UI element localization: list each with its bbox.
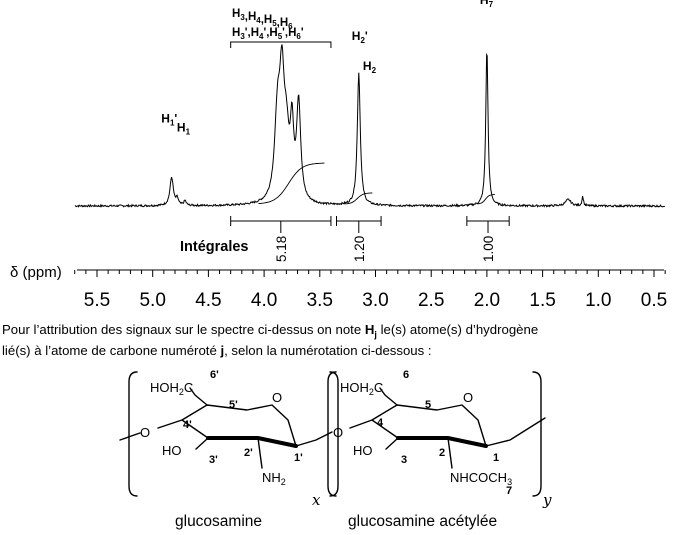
num-2p: 2' [244, 447, 253, 459]
o-ring-right: O [463, 390, 473, 405]
x-tick-label: 1.0 [585, 290, 611, 311]
x-tick-label: 4.0 [251, 290, 277, 311]
caption-hj-symbol: Hj [364, 322, 377, 340]
integrals-title: Intégrales [180, 239, 249, 255]
x-tick-label: 3.5 [307, 290, 333, 311]
num-4: 4 [377, 417, 384, 429]
nhcoch3: NHCOCH3 [450, 470, 512, 487]
integral-value-1: 5.18 [274, 236, 289, 262]
hoh2c-left: HOH2C [150, 380, 193, 397]
chitosan-structure-diagram: O HOH2C 6' 5' O 4' HO 3' 2' 1' NH2 x O H… [119, 369, 552, 509]
peak-label-5: H7 [480, 0, 494, 9]
bracket-left-close [329, 371, 339, 497]
unit-name-glucosamine: glucosamine [175, 513, 263, 530]
ho-left: HO [162, 443, 182, 458]
integral-curve-1 [258, 162, 325, 204]
o-ring-left: O [272, 390, 282, 405]
o-link-left: O [140, 425, 150, 440]
subscript-x: x [312, 491, 321, 509]
caption-hj-subscript: j [374, 329, 377, 340]
ring-front-bond-left [206, 436, 298, 448]
group-label-line2: H3',H4',H5',H6' [232, 27, 304, 41]
integral-curve-2 [344, 192, 373, 205]
num-5: 5 [425, 399, 431, 411]
num-7: 7 [506, 485, 512, 497]
integration-range-1 [230, 216, 332, 233]
num-1: 1 [493, 452, 499, 464]
x-tick-label: 5.0 [139, 290, 165, 311]
nmr-spectrum-chart: 5.18 1.20 1.00 H1'H1 H2' H2 H7 H3,H4,H5,H6H3',H… [10, 0, 667, 311]
group-bracket [230, 41, 332, 48]
nh2-left: NH2 [262, 470, 286, 487]
integral-curve-3 [476, 194, 495, 205]
x-tick-label: 5.5 [84, 290, 110, 311]
caption-hj-letter: H [364, 322, 375, 337]
x-tick-label: 2.0 [474, 290, 500, 311]
spectrum-line [74, 44, 666, 209]
num-6p: 6' [210, 369, 219, 381]
subscript-y: y [542, 491, 552, 509]
x-tick-label: 0.5 [641, 290, 667, 311]
caption-j-symbol: j [220, 342, 225, 358]
x-tick-label: 4.5 [195, 290, 221, 311]
x-tick-label: 3.0 [362, 290, 388, 311]
num-4p: 4' [183, 419, 192, 431]
bracket-right-close [532, 371, 542, 497]
caption-line2-end: , selon la numérotation ci-dessous : [224, 342, 432, 358]
num-6: 6 [403, 369, 409, 381]
group-label-line1: H3,H4,H5,H6 [232, 8, 293, 31]
num-3: 3 [401, 454, 407, 466]
x-tick-label: 1.5 [529, 290, 555, 311]
bracket-left-open [128, 371, 138, 497]
o-link-right: O [333, 425, 343, 440]
x-axis: 5.5 5.0 4.5 4.0 3.5 3.0 2.5 2.0 1.5 1.0 0.5 [74, 269, 667, 311]
ho-right: HO [353, 443, 373, 458]
integral-value-3: 1.00 [481, 236, 496, 262]
peak-label-1: H1' [161, 111, 177, 127]
x-tick-label: 2.5 [418, 290, 444, 311]
peak-label-3: H2' [352, 29, 368, 45]
caption: Pour l’attribution des signaux sur le sp… [2, 322, 684, 359]
integration-range-2 [336, 216, 382, 233]
caption-line1-end: le(s) atome(s) d’hydrogène [376, 322, 539, 337]
peak-label-4: H2 [363, 59, 377, 75]
caption-line2-start: lié(s) à l’atome de carbone numéroté [2, 342, 221, 358]
peak-label-2: H1 [177, 121, 191, 137]
integration-range-3 [466, 216, 510, 233]
x-axis-label: δ (ppm) [10, 264, 62, 281]
num-3p: 3' [209, 454, 218, 466]
num-2: 2 [439, 447, 445, 459]
spectrum-group: 5.18 1.20 1.00 H1'H1 H2' H2 H7 H3,H4,H5,H6H3',H… [74, 0, 666, 262]
caption-line1-start: Pour l’attribution des signaux sur le sp… [2, 322, 365, 337]
num-5p: 5' [229, 399, 238, 411]
ring-front-bond-right [396, 436, 488, 448]
hoh2c-right: HOH2C [340, 380, 383, 397]
unit-name-acetylglucosamine: glucosamine acétylée [348, 513, 498, 530]
num-1p: 1' [294, 452, 303, 464]
integral-value-2: 1.20 [352, 236, 367, 262]
